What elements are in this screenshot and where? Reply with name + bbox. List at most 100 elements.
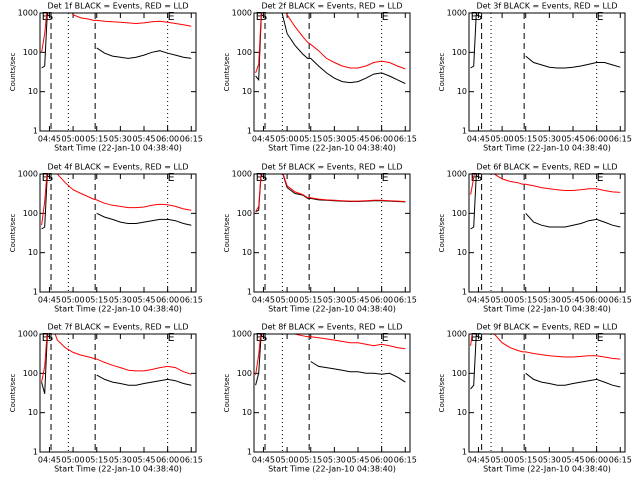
x-axis-label: Start Time (22-Jan-10 04:38:40) (54, 144, 182, 153)
y-tick-label: 10 (242, 408, 252, 417)
x-tick-label: 04:45 (252, 456, 275, 465)
chart-title: Det 6f BLACK = Events, RED = LLD (476, 163, 617, 172)
series-line (470, 13, 621, 69)
x-tick-label: 06:15 (180, 456, 203, 465)
annotation: S (260, 331, 267, 344)
x-tick-label: 06:00 (156, 296, 179, 305)
x-tick-label: 05:15 (299, 135, 322, 144)
x-axis-label: Start Time (22-Jan-10 04:38:40) (483, 305, 611, 314)
x-tick-label: 04:45 (38, 296, 61, 305)
annotation: E (168, 331, 175, 344)
y-tick-label: 1 (462, 127, 467, 136)
y-tick-label: 1 (247, 127, 252, 136)
y-tick-label: 1000 (18, 9, 38, 18)
x-tick-label: 06:15 (609, 135, 632, 144)
x-axis-label: Start Time (22-Jan-10 04:38:40) (54, 305, 182, 314)
x-tick-label: 06:00 (585, 456, 608, 465)
x-tick-label: 05:30 (323, 296, 346, 305)
annotation: S (46, 10, 53, 23)
x-axis-label: Start Time (22-Jan-10 04:38:40) (268, 305, 396, 314)
series-line (255, 13, 406, 74)
series-line (470, 174, 621, 230)
x-tick-label: 05:45 (346, 456, 369, 465)
y-tick-label: 1000 (232, 330, 252, 339)
plot-frame (468, 12, 626, 132)
annotation: E (597, 331, 604, 344)
plot-frame (39, 12, 197, 132)
chart-title: Det 2f BLACK = Events, RED = LLD (261, 2, 402, 11)
y-axis-label: Counts/sec (438, 374, 446, 413)
x-tick-label: 05:00 (276, 296, 299, 305)
x-tick-label: 04:45 (467, 456, 490, 465)
series-line (41, 13, 192, 69)
y-tick-label: 100 (237, 369, 252, 378)
plot-frame (39, 173, 197, 293)
y-tick-label: 100 (452, 369, 467, 378)
x-tick-label: 05:30 (538, 456, 561, 465)
x-tick-label: 05:00 (491, 296, 514, 305)
x-tick-label: 05:45 (561, 135, 584, 144)
series-line (41, 174, 192, 226)
x-tick-label: 04:45 (252, 296, 275, 305)
x-tick-label: 06:00 (370, 456, 393, 465)
x-tick-label: 06:00 (585, 135, 608, 144)
x-tick-label: 06:00 (585, 296, 608, 305)
chart-title: Det 5f BLACK = Events, RED = LLD (261, 163, 402, 172)
panel: Det 9f BLACK = Events, RED = LLD Start Ti… (438, 323, 632, 474)
y-tick-label: 10 (28, 408, 38, 417)
x-tick-label: 05:15 (514, 296, 537, 305)
series-line (41, 174, 192, 230)
x-tick-label: 06:00 (370, 135, 393, 144)
x-tick-label: 05:00 (276, 135, 299, 144)
x-tick-label: 05:00 (62, 135, 85, 144)
panel: Det 3f BLACK = Events, RED = LLD Start Ti… (438, 2, 632, 153)
annotation: S (260, 10, 267, 23)
x-tick-label: 05:15 (299, 456, 322, 465)
x-axis-label: Start Time (22-Jan-10 04:38:40) (483, 465, 611, 474)
annotation: E (382, 331, 389, 344)
panel: Det 1f BLACK = Events, RED = LLD Start Ti… (9, 2, 203, 153)
y-tick-label: 1000 (232, 170, 252, 179)
x-tick-label: 05:30 (538, 296, 561, 305)
x-tick-label: 04:45 (38, 456, 61, 465)
annotation: E (597, 10, 604, 23)
x-tick-label: 05:00 (62, 456, 85, 465)
x-tick-label: 06:15 (394, 135, 417, 144)
y-tick-label: 100 (237, 48, 252, 57)
series-line (470, 334, 621, 360)
x-tick-label: 06:15 (180, 135, 203, 144)
annotation: S (475, 171, 482, 184)
annotation: E (256, 10, 263, 23)
x-tick-label: 05:15 (299, 296, 322, 305)
annotation: E (471, 10, 478, 23)
x-tick-label: 06:00 (156, 456, 179, 465)
y-axis-label: Counts/sec (223, 214, 231, 253)
x-tick-label: 05:30 (538, 135, 561, 144)
annotation: S (46, 331, 53, 344)
annotation: E (168, 10, 175, 23)
annotation: S (46, 171, 53, 184)
y-tick-label: 1000 (232, 9, 252, 18)
annotation: E (256, 331, 263, 344)
x-tick-label: 05:15 (85, 135, 108, 144)
y-axis-label: Counts/sec (9, 374, 17, 413)
x-tick-label: 05:00 (276, 456, 299, 465)
x-tick-label: 05:30 (323, 456, 346, 465)
y-tick-label: 1000 (18, 330, 38, 339)
y-axis-label: Counts/sec (223, 53, 231, 92)
x-tick-label: 05:45 (132, 456, 155, 465)
y-axis-label: Counts/sec (9, 214, 17, 253)
x-tick-label: 05:15 (514, 456, 537, 465)
plot-frame (39, 333, 197, 453)
x-tick-label: 05:30 (109, 135, 132, 144)
x-axis-label: Start Time (22-Jan-10 04:38:40) (483, 144, 611, 153)
y-axis-label: Counts/sec (438, 214, 446, 253)
plot-frame (253, 12, 411, 132)
y-tick-label: 1 (462, 288, 467, 297)
series-line (41, 13, 192, 53)
y-tick-label: 100 (23, 48, 38, 57)
x-tick-label: 05:45 (132, 296, 155, 305)
annotation: E (42, 171, 49, 184)
x-tick-label: 06:15 (609, 456, 632, 465)
annotation: E (382, 10, 389, 23)
